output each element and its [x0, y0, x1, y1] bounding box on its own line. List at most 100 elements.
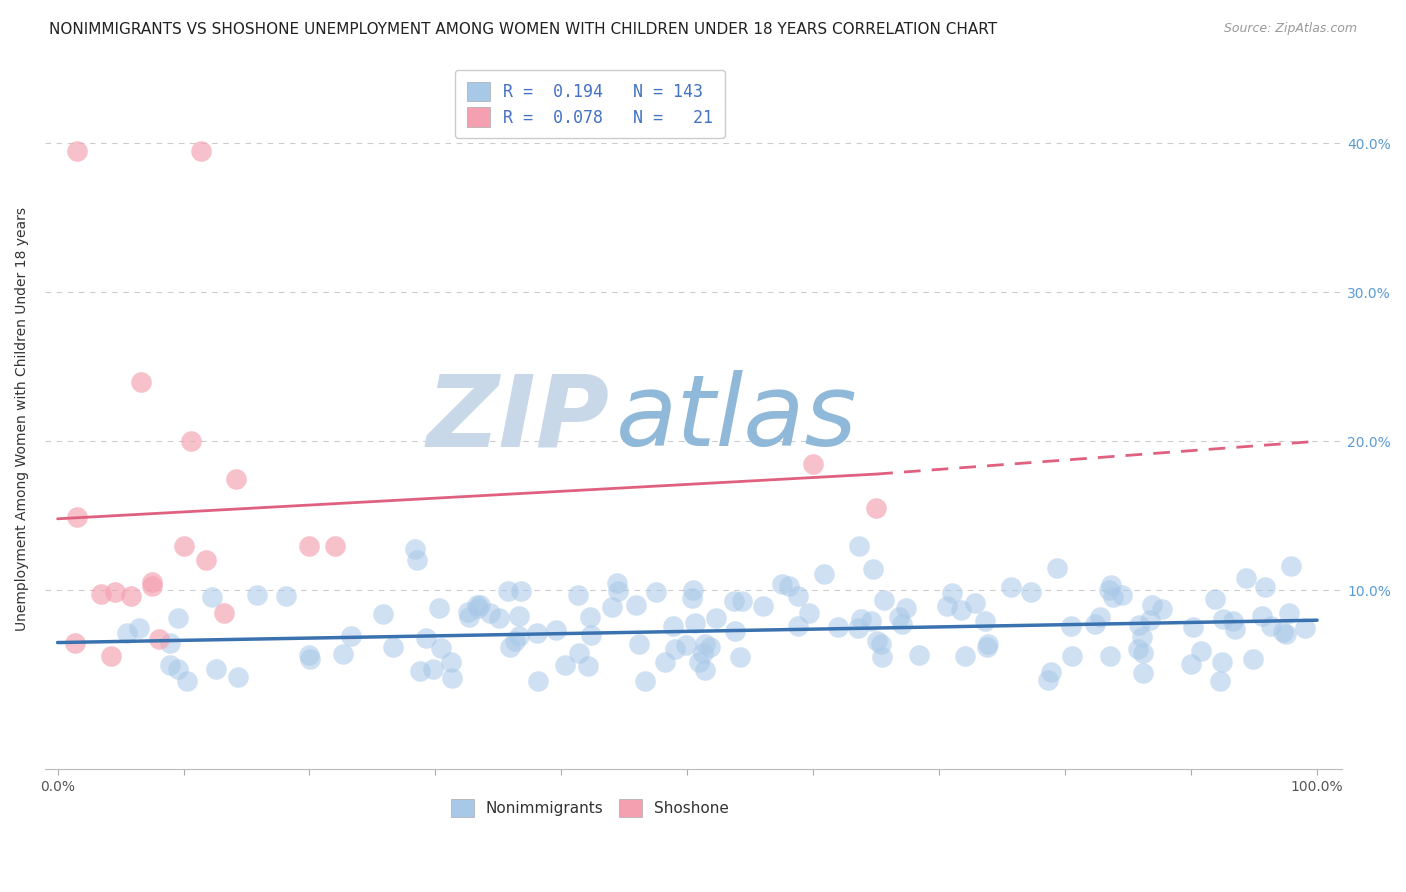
- Point: [409, 664, 432, 678]
- Point: [567, 588, 589, 602]
- Point: [813, 567, 835, 582]
- Point: [827, 620, 849, 634]
- Point: [508, 629, 530, 643]
- Point: [723, 594, 745, 608]
- Point: [870, 650, 893, 665]
- Point: [846, 621, 869, 635]
- Point: [166, 662, 188, 676]
- Point: [889, 610, 911, 624]
- Point: [869, 636, 891, 650]
- Point: [908, 648, 931, 662]
- Point: [128, 621, 150, 635]
- Point: [245, 589, 267, 603]
- Point: [100, 648, 122, 663]
- Point: [977, 637, 1000, 651]
- Point: [699, 640, 721, 655]
- Point: [228, 670, 250, 684]
- Point: [66, 144, 89, 158]
- Point: [1234, 571, 1257, 585]
- Point: [695, 637, 717, 651]
- Point: [1150, 602, 1173, 616]
- Point: [180, 434, 202, 449]
- Point: [568, 646, 591, 660]
- Point: [427, 601, 450, 615]
- Point: [205, 662, 228, 676]
- Point: [129, 375, 152, 389]
- Point: [1275, 626, 1298, 640]
- Point: [422, 662, 444, 676]
- Point: [1260, 619, 1282, 633]
- Point: [90, 587, 112, 601]
- Point: [298, 648, 321, 662]
- Point: [120, 589, 142, 603]
- Point: [891, 616, 914, 631]
- Point: [1132, 630, 1154, 644]
- Point: [415, 632, 437, 646]
- Point: [626, 599, 648, 613]
- Point: [1208, 673, 1230, 688]
- Point: [298, 652, 321, 666]
- Point: [1212, 612, 1234, 626]
- Point: [1132, 665, 1154, 680]
- Point: [579, 610, 602, 624]
- Point: [799, 606, 821, 620]
- Point: [801, 457, 824, 471]
- Point: [662, 618, 685, 632]
- Point: [176, 673, 198, 688]
- Point: [225, 471, 247, 485]
- Point: [173, 539, 195, 553]
- Point: [1084, 617, 1107, 632]
- Point: [627, 637, 650, 651]
- Point: [786, 619, 808, 633]
- Point: [634, 673, 657, 688]
- Point: [731, 594, 754, 608]
- Point: [141, 574, 163, 589]
- Point: [1036, 673, 1059, 688]
- Point: [1241, 652, 1264, 666]
- Point: [1132, 646, 1154, 660]
- Point: [1251, 608, 1274, 623]
- Point: [685, 615, 707, 630]
- Text: Source: ZipAtlas.com: Source: ZipAtlas.com: [1223, 22, 1357, 36]
- Point: [1204, 591, 1226, 606]
- Point: [1019, 584, 1042, 599]
- Point: [706, 611, 728, 625]
- Point: [770, 576, 793, 591]
- Point: [505, 633, 527, 648]
- Point: [1278, 607, 1301, 621]
- Point: [865, 501, 887, 516]
- Point: [546, 623, 568, 637]
- Point: [467, 598, 489, 612]
- Point: [65, 510, 87, 524]
- Point: [848, 539, 870, 553]
- Point: [440, 655, 463, 669]
- Point: [865, 634, 887, 648]
- Point: [1211, 655, 1233, 669]
- Point: [1060, 619, 1083, 633]
- Point: [1281, 559, 1303, 574]
- Point: [212, 606, 235, 620]
- Point: [340, 629, 363, 643]
- Point: [976, 640, 998, 654]
- Point: [941, 586, 963, 600]
- Point: [274, 589, 297, 603]
- Point: [430, 641, 453, 656]
- Point: [1088, 610, 1111, 624]
- Point: [194, 553, 217, 567]
- Point: [1254, 580, 1277, 594]
- Point: [1000, 580, 1022, 594]
- Point: [1139, 614, 1161, 628]
- Point: [141, 579, 163, 593]
- Point: [787, 589, 810, 603]
- Point: [645, 585, 668, 599]
- Point: [606, 576, 628, 591]
- Point: [1189, 643, 1212, 657]
- Point: [675, 638, 697, 652]
- Legend: Nonimmigrants, Shoshone: Nonimmigrants, Shoshone: [443, 792, 737, 825]
- Point: [728, 650, 751, 665]
- Point: [1102, 590, 1125, 604]
- Point: [159, 657, 181, 672]
- Point: [190, 144, 212, 158]
- Point: [873, 593, 896, 607]
- Point: [973, 615, 995, 629]
